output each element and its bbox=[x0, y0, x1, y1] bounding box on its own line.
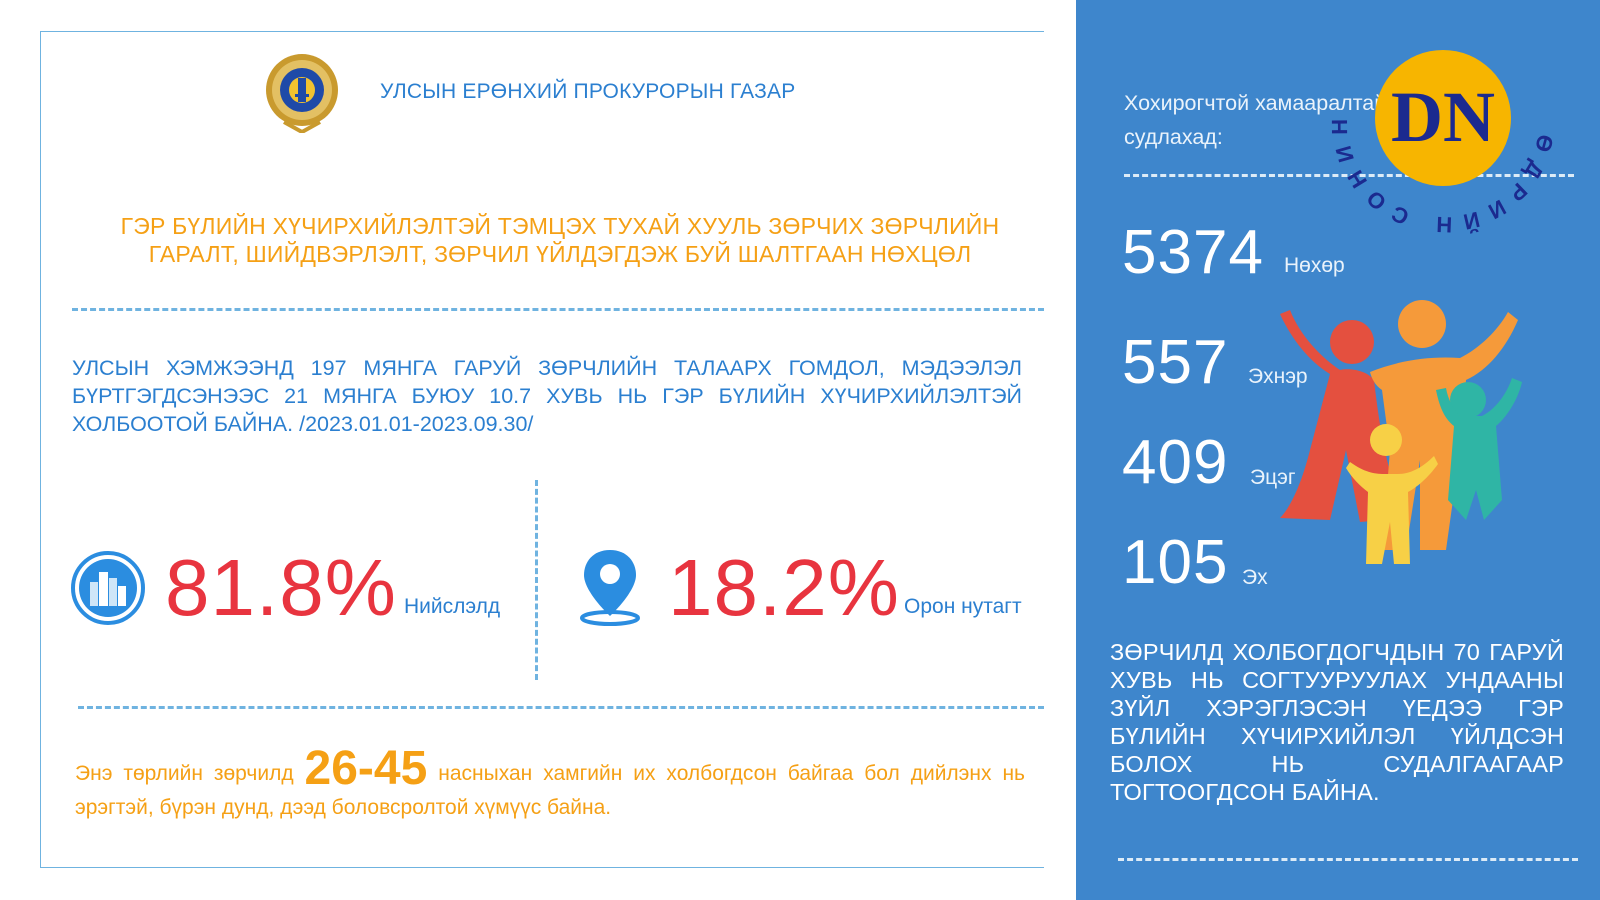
capital-percent: 81.8% bbox=[165, 543, 397, 632]
victim-count-husband: 5374 bbox=[1122, 218, 1264, 287]
victim-count-father: 409 bbox=[1122, 428, 1229, 497]
panel-divider-top bbox=[1124, 174, 1574, 177]
headline-line-2: ГАРАЛТ, ШИЙДВЭРЛЭЛТ, ЗӨРЧИЛ ҮЙЛДЭГДЭЖ БУ… bbox=[148, 241, 972, 267]
divider-top bbox=[72, 308, 1044, 311]
age-note-suffix: насныхан хамгийн их холбогдсон байгаа бо… bbox=[75, 762, 1025, 819]
panel-divider-bottom bbox=[1118, 858, 1578, 861]
headline-line-1: ГЭР БҮЛИЙН ХҮЧИРХИЙЛЭЛТЭЙ ТЭМЦЭХ ТУХАЙ Х… bbox=[120, 213, 1000, 239]
age-range-value: 26-45 bbox=[304, 742, 428, 795]
age-note-prefix: Энэ төрлийн зөрчилд bbox=[75, 762, 294, 785]
countryside-percent: 18.2% bbox=[668, 543, 900, 632]
page-headline: ГЭР БҮЛИЙН ХҮЧИРХИЙЛЭЛТЭЙ ТЭМЦЭХ ТУХАЙ Х… bbox=[60, 212, 1060, 268]
victim-label-wife: Эхнэр bbox=[1248, 365, 1308, 388]
countryside-label: Орон нутагт bbox=[904, 595, 1022, 618]
age-note-text: Энэ төрлийн зөрчилд 26-45 насныхан хамги… bbox=[75, 745, 1025, 822]
victim-count-wife: 557 bbox=[1122, 328, 1229, 397]
victim-count-mother: 105 bbox=[1122, 528, 1229, 597]
alcohol-note-text: ЗӨРЧИЛД ХОЛБОГДОГЧДЫН 70 ГАРУЙ ХУВЬ НЬ С… bbox=[1110, 639, 1564, 805]
family-illustration-icon bbox=[1280, 300, 1522, 564]
divider-bottom bbox=[78, 706, 1044, 709]
agency-name: УЛСЫН ЕРӨНХИЙ ПРОКУРОРЫН ГАЗАР bbox=[380, 80, 796, 103]
national-stat-text: УЛСЫН ХЭМЖЭЭНД 197 МЯНГА ГАРУЙ ЗӨРЧЛИЙН … bbox=[72, 356, 1022, 436]
victim-label-father: Эцэг bbox=[1250, 466, 1296, 489]
logo-letters: DN bbox=[1391, 77, 1495, 157]
left-content-frame bbox=[40, 31, 1044, 868]
prosecutor-emblem-icon bbox=[266, 54, 338, 133]
victim-label-mother: Эх bbox=[1242, 566, 1268, 589]
map-pin-icon bbox=[580, 550, 640, 626]
victim-label-husband: Нөхөр bbox=[1284, 254, 1345, 277]
divider-vertical bbox=[535, 480, 538, 680]
city-buildings-icon bbox=[71, 551, 145, 625]
victims-panel: Хохирогчтой хамааралтай байдлыг судлахад… bbox=[1076, 0, 1600, 900]
daily-news-logo-icon: DN ӨДРИЙН СОНИН DAILY NEWS bbox=[1328, 6, 1548, 236]
capital-label: Нийслэлд bbox=[404, 595, 501, 618]
